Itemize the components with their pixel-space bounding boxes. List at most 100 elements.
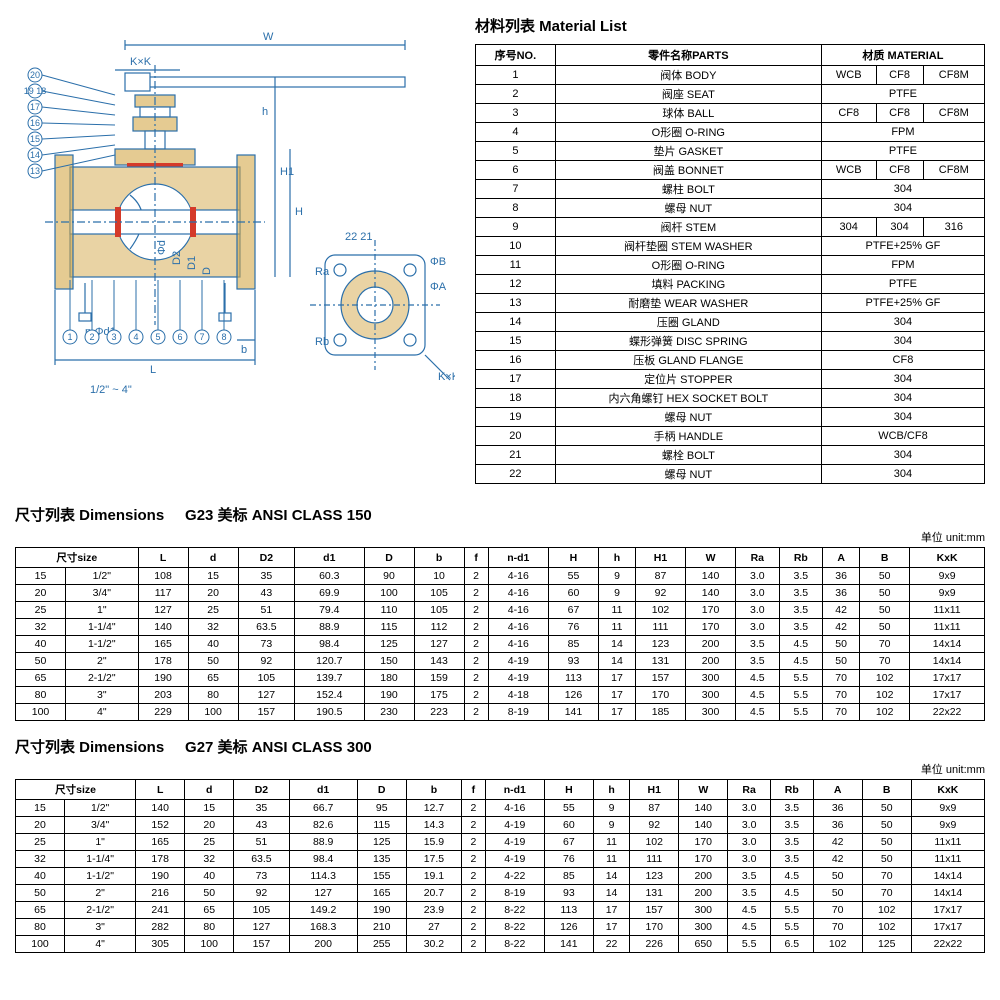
callout-bottom: 3 <box>111 332 116 342</box>
dim300-unit: 单位 unit:mm <box>15 761 985 777</box>
dim-col: d1 <box>289 780 357 800</box>
label-L: L <box>150 364 156 376</box>
label-D1: D1 <box>186 256 198 270</box>
col-parts: 零件名称PARTS <box>555 45 821 66</box>
dim-col: b <box>414 548 464 568</box>
dim150-table: 尺寸sizeLdD2d1Dbfn-d1HhH1WRaRbABKxK 151/2"… <box>15 547 985 721</box>
callout-bottom: 4 <box>133 332 138 342</box>
label-phiA: ΦA <box>430 281 447 293</box>
callout-left: 16 <box>30 118 40 128</box>
material-row: 17定位片 STOPPER304 <box>476 370 985 389</box>
col-material: 材质 MATERIAL <box>821 45 984 66</box>
label-KxK2: K×K <box>438 371 455 383</box>
dim-col: Ra <box>736 548 780 568</box>
dim150-title: 尺寸列表 Dimensions G23 美标 ANSI CLASS 150 <box>15 504 372 525</box>
material-row: 22螺母 NUT304 <box>476 465 985 484</box>
dim-col: f <box>464 548 488 568</box>
dim300-title: 尺寸列表 Dimensions G27 美标 ANSI CLASS 300 <box>15 736 372 757</box>
dim-row: 203/4"152204382.611514.324-19609921403.0… <box>16 817 985 834</box>
dim-col: Ra <box>728 780 771 800</box>
label-W: W <box>263 31 274 43</box>
valve-diagram: W K×K H1 H h L b 1/2" ~ 4" Φd D2 D1 D n-… <box>15 15 455 435</box>
dim-col: KxK <box>911 780 984 800</box>
col-no: 序号NO. <box>476 45 556 66</box>
dim300-title-spec: G27 美标 ANSI CLASS 300 <box>185 739 372 756</box>
dim150-title-cn: 尺寸列表 Dimensions <box>15 507 164 524</box>
dim-row: 803"28280127168.32102728-22126171703004.… <box>16 919 985 936</box>
dim-col: L <box>138 548 188 568</box>
dim-col: D2 <box>238 548 294 568</box>
dim300-table: 尺寸sizeLdD2d1Dbfn-d1HhH1WRaRbABKxK 151/2"… <box>15 779 985 953</box>
dim300-title-cn: 尺寸列表 Dimensions <box>15 739 164 756</box>
dim-row: 151/2"108153560.3901024-16559871403.03.5… <box>16 568 985 585</box>
dim-col: f <box>462 780 486 800</box>
callout-left: 15 <box>30 134 40 144</box>
material-row: 11O形圈 O-RINGFPM <box>476 256 985 275</box>
material-table: 序号NO. 零件名称PARTS 材质 MATERIAL 1阀体 BODYWCBC… <box>475 44 985 484</box>
dim-col: D2 <box>234 780 289 800</box>
dim-row: 321-1/4"1783263.598.413517.524-197611111… <box>16 851 985 868</box>
dim-col: B <box>860 548 910 568</box>
dim-row: 803"20380127152.419017524-18126171703004… <box>16 687 985 704</box>
dim-row: 151/2"140153566.79512.724-16559871403.03… <box>16 800 985 817</box>
dim-col: n-d1 <box>485 780 544 800</box>
material-row: 8螺母 NUT304 <box>476 199 985 218</box>
dim-col: A <box>823 548 860 568</box>
label-H: H <box>295 206 303 218</box>
dim-col: A <box>813 780 862 800</box>
material-row: 7螺柱 BOLT304 <box>476 180 985 199</box>
dim-col: Rb <box>779 548 823 568</box>
dim-col: W <box>686 548 736 568</box>
callout-bottom: 5 <box>155 332 160 342</box>
callout-bottom: 2 <box>89 332 94 342</box>
dim-row: 1004"229100157190.523022328-191411718530… <box>16 704 985 721</box>
label-D: D <box>201 267 213 275</box>
dim-row: 401-1/2"165407398.412512724-168514123200… <box>16 636 985 653</box>
dim-row: 652-1/2"24165105149.219023.928-221131715… <box>16 902 985 919</box>
label-D2: D2 <box>171 251 183 265</box>
dim-row: 502"1785092120.715014324-1993141312003.5… <box>16 653 985 670</box>
material-row: 13耐磨垫 WEAR WASHERPTFE+25% GF <box>476 294 985 313</box>
label-H1: H1 <box>280 166 294 178</box>
material-row: 10阀杆垫圈 STEM WASHERPTFE+25% GF <box>476 237 985 256</box>
material-row: 9阀杆 STEM304304316 <box>476 218 985 237</box>
dim-col: D <box>357 780 406 800</box>
label-b: b <box>241 344 247 356</box>
dim-row: 251"127255179.411010524-1667111021703.03… <box>16 602 985 619</box>
material-row: 5垫片 GASKETPTFE <box>476 142 985 161</box>
callout-left: 20 <box>30 70 40 80</box>
material-row: 6阀盖 BONNETWCBCF8CF8M <box>476 161 985 180</box>
dim-col: D <box>364 548 414 568</box>
callout-left: 14 <box>30 150 40 160</box>
label-phid: Φd <box>156 240 168 255</box>
dim-row: 502"216509212716520.728-1993141312003.54… <box>16 885 985 902</box>
material-row: 1阀体 BODYWCBCF8CF8M <box>476 66 985 85</box>
material-row: 18内六角螺钉 HEX SOCKET BOLT304 <box>476 389 985 408</box>
material-row: 14压圈 GLAND304 <box>476 313 985 332</box>
dim-row: 321-1/4"1403263.588.911511224-1676111111… <box>16 619 985 636</box>
material-row: 3球体 BALLCF8CF8CF8M <box>476 104 985 123</box>
dim-col: 尺寸size <box>16 548 139 568</box>
dim-col: h <box>593 780 629 800</box>
label-h: h <box>262 106 268 118</box>
label-phiB: ΦB <box>430 256 446 268</box>
material-row: 4O形圈 O-RINGFPM <box>476 123 985 142</box>
material-row: 19螺母 NUT304 <box>476 408 985 427</box>
material-title: 材料列表 Material List <box>475 15 985 36</box>
callout-bottom: 8 <box>221 332 226 342</box>
dim-row: 652-1/2"19065105139.718015924-1911317157… <box>16 670 985 687</box>
material-row: 16压板 GLAND FLANGECF8 <box>476 351 985 370</box>
dim-row: 203/4"117204369.910010524-16609921403.03… <box>16 585 985 602</box>
label-Ra: Ra <box>315 266 330 278</box>
material-row: 20手柄 HANDLEWCB/CF8 <box>476 427 985 446</box>
material-row: 12填料 PACKINGPTFE <box>476 275 985 294</box>
dim-col: H <box>548 548 598 568</box>
dim-row: 251"165255188.912515.924-1967111021703.0… <box>16 834 985 851</box>
dim-col: H1 <box>630 780 679 800</box>
label-range: 1/2" ~ 4" <box>90 384 132 396</box>
dim-col: H1 <box>636 548 686 568</box>
callout-left: 13 <box>30 166 40 176</box>
dim-col: L <box>136 780 185 800</box>
dim-col: d <box>188 548 238 568</box>
dim-col: n-d1 <box>488 548 548 568</box>
